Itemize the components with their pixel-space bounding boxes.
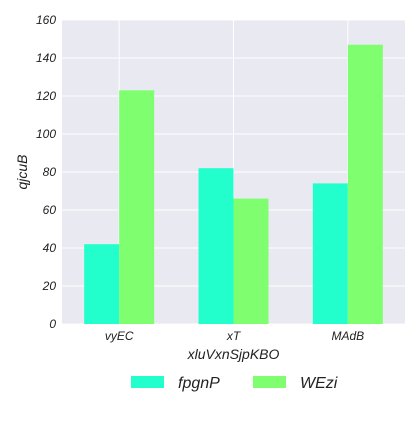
y-tick-label: 40: [43, 241, 57, 255]
legend-label: fpgnP: [178, 375, 220, 392]
legend-swatch: [253, 376, 286, 388]
x-tick-label: xT: [226, 329, 242, 343]
y-tick-label: 100: [36, 127, 56, 141]
bar-fpgnP-xT: [198, 168, 234, 324]
y-tick-label: 60: [43, 203, 57, 217]
y-tick-label: 140: [36, 51, 56, 65]
y-tick-label: 20: [42, 279, 57, 293]
y-tick-label: 120: [36, 89, 56, 103]
x-tick-label: MAdB: [331, 329, 364, 343]
bar-fpgnP-vyEC: [84, 244, 120, 324]
bar-WEzi-vyEC: [119, 90, 155, 324]
legend: fpgnP WEzi: [131, 375, 338, 392]
y-axis-label: qjcuB: [14, 154, 30, 189]
bar-fpgnP-MAdB: [312, 183, 348, 324]
y-tick-label: 0: [49, 317, 56, 331]
x-tick-label: vyEC: [105, 329, 134, 343]
x-axis-label: xluVxnSjpKBO: [187, 346, 280, 362]
x-tick-labels: vyEC xT MAdB: [105, 329, 364, 343]
y-tick-label: 160: [36, 13, 56, 27]
bar-WEzi-xT: [233, 198, 269, 324]
bar-WEzi-MAdB: [347, 44, 383, 324]
y-tick-label: 80: [43, 165, 57, 179]
y-tick-labels: 0 20 40 60 80 100 120 140 160: [36, 13, 56, 331]
legend-label: WEzi: [300, 375, 338, 392]
legend-swatch: [131, 376, 164, 388]
bars: [84, 44, 383, 324]
